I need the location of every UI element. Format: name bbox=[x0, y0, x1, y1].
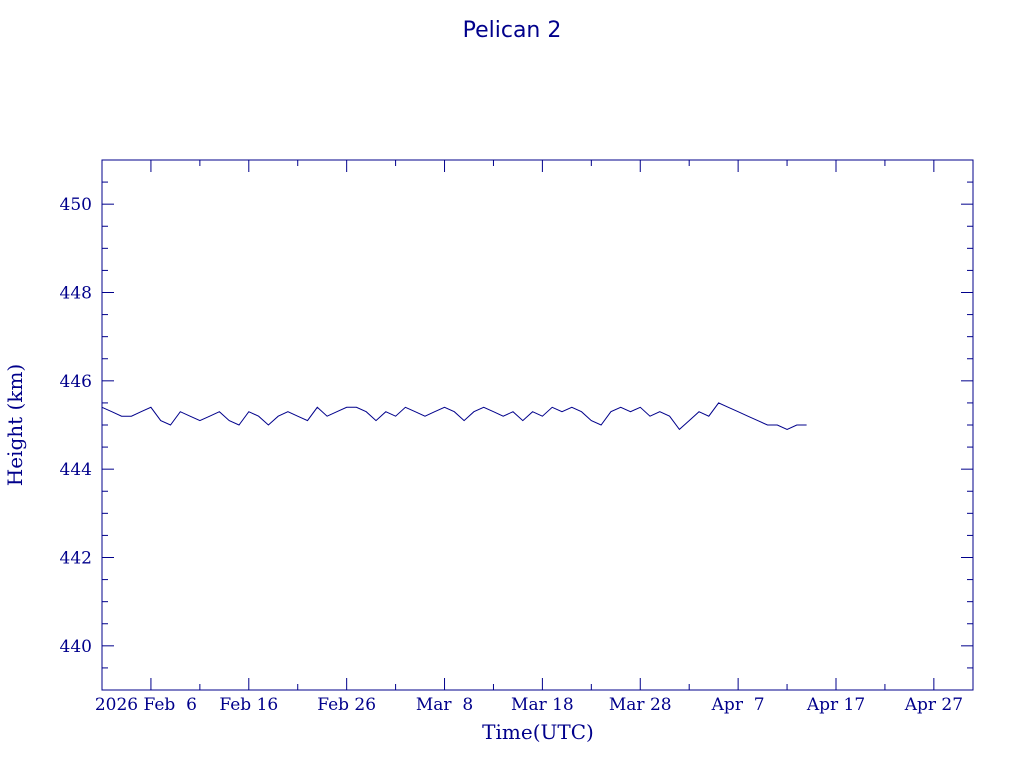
chart-title: Pelican 2 bbox=[463, 18, 562, 43]
x-tick-label: Mar 8 bbox=[416, 695, 473, 715]
x-tick-label: Mar 18 bbox=[511, 695, 574, 715]
series-line bbox=[101, 402, 807, 431]
x-tick-label: Apr 7 bbox=[711, 695, 765, 715]
y-tick-label: 440 bbox=[60, 637, 92, 657]
x-tick-label: Apr 17 bbox=[806, 695, 865, 715]
y-tick-label: 444 bbox=[60, 460, 92, 480]
y-axis-label: Height (km) bbox=[3, 364, 27, 486]
y-tick-label: 450 bbox=[60, 195, 92, 215]
x-axis-label: Time(UTC) bbox=[482, 720, 594, 744]
y-axis: 440 442 444 446 448 450 bbox=[60, 181, 973, 669]
y-tick-label: 446 bbox=[60, 372, 92, 392]
y-tick-label: 442 bbox=[60, 549, 92, 569]
x-tick-label: Mar 28 bbox=[609, 695, 672, 715]
x-tick-label: Feb 26 bbox=[317, 695, 376, 715]
x-tick-label: Apr 27 bbox=[904, 695, 963, 715]
x-tick-label: Feb 16 bbox=[219, 695, 278, 715]
plot-frame bbox=[101, 159, 974, 691]
x-axis: 2026 Feb 6 Feb 16 Feb 26 Mar 8 Mar 18 Mar 28 A… bbox=[95, 160, 963, 715]
y-tick-label: 448 bbox=[60, 284, 92, 304]
x-tick-label: 2026 Feb 6 bbox=[95, 695, 197, 715]
